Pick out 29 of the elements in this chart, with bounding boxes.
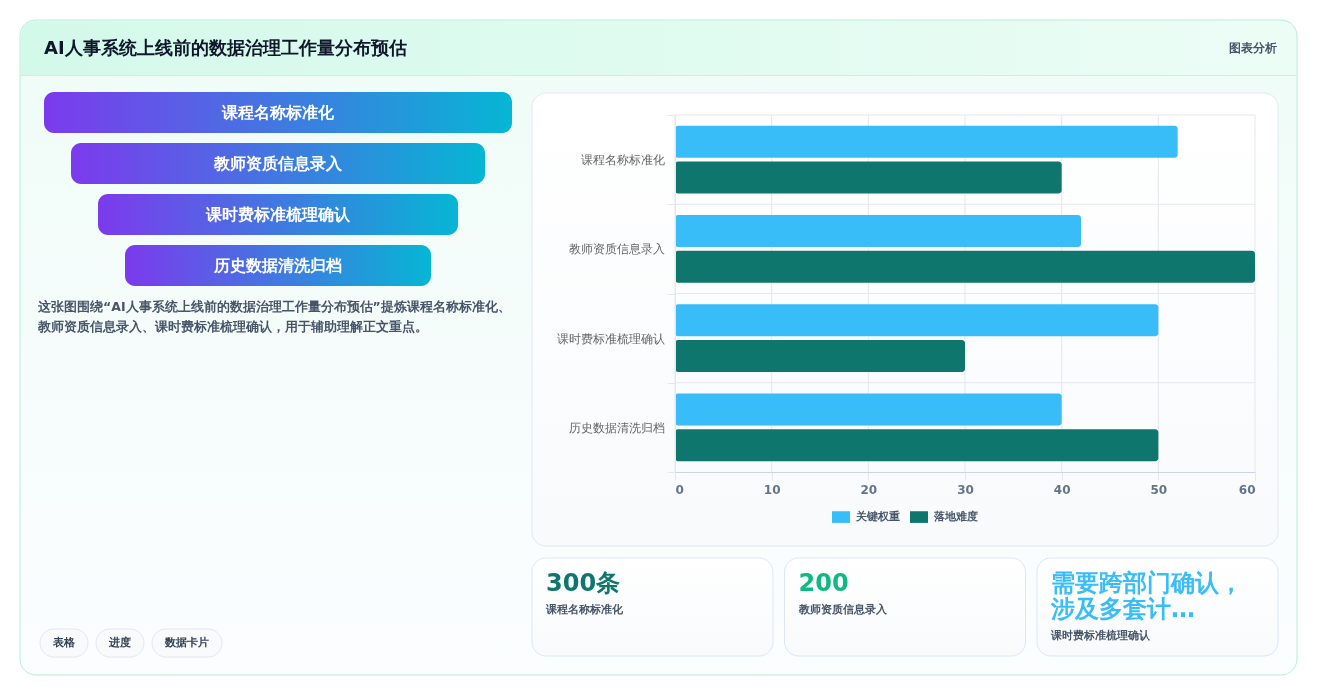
y-tick-label: 教师资质信息录入 [568,242,665,257]
category-label: 课时费标准梳理确认 [1050,629,1151,642]
text: AI人事系统上线前的数据治理工作量分布预估 [44,37,407,58]
x-tick-label: 10 [763,482,781,497]
text: 数据卡片 [164,636,209,649]
text: 这张图围绕“AI人事系统上线前的数据治理工作量分布预估”提炼课程名称标准化、教师资质信息录入、课时费标准梳理确认，用于辅助理解正文重点。 [37,299,511,334]
category-label: 教师资质信息录入 [213,153,343,173]
text: 进度 [108,636,131,649]
x-tick-label: 0 [675,482,684,497]
text: 图表分析 [1229,41,1277,55]
x-tick-label: 40 [1053,482,1071,497]
category-label: 课程名称标准化 [221,102,335,122]
y-tick-label: 课程名称标准化 [580,153,665,168]
legend-label: 落地难度 [933,510,978,524]
text: 表格 [52,636,76,649]
y-tick-label: 历史数据清洗归档 [568,420,665,435]
text: 300条 [546,569,621,597]
category-label: 教师资质信息录入 [797,603,888,616]
text: 需要跨部门确认，涉及多套计… [1051,569,1243,623]
category-label: 课时费标准梳理确认 [205,204,351,224]
y-tick-label: 课时费标准梳理确认 [556,331,665,346]
category-label: 历史数据清洗归档 [213,255,342,275]
x-tick-label: 50 [1150,482,1168,497]
x-tick-label: 20 [860,482,878,497]
x-tick-label: 30 [957,482,974,497]
x-tick-label: 60 [1238,482,1256,497]
text: 200 [798,569,849,597]
legend-label: 关键权重 [855,510,900,524]
category-label: 课程名称标准化 [545,603,624,616]
